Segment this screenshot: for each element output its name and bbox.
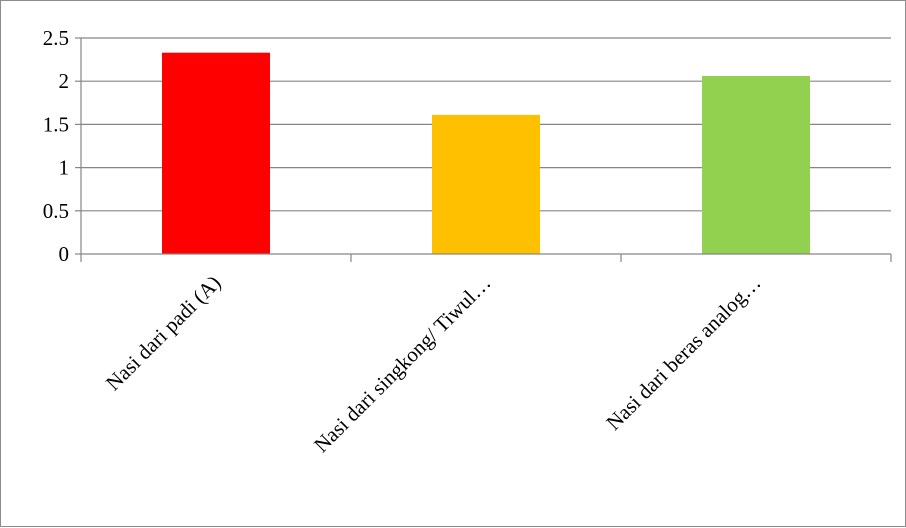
y-tick-labels: 0 0.5 1 1.5 2 2.5 <box>43 26 69 266</box>
category-label: Nasi dari singkong/ Tiwul… <box>309 271 496 458</box>
bar-2 <box>432 114 540 254</box>
bar-3 <box>702 76 810 255</box>
y-tick-label: 2 <box>59 69 70 93</box>
category-labels: Nasi dari padi (A) Nasi dari singkong/ Ti… <box>101 271 766 458</box>
category-label: Nasi dari padi (A) <box>101 271 226 396</box>
y-tick-label: 0 <box>59 242 70 266</box>
y-tick-label: 1.5 <box>43 112 69 136</box>
bar-1 <box>162 52 270 254</box>
category-label: Nasi dari beras analog… <box>601 271 765 435</box>
y-tick-label: 0.5 <box>43 199 69 223</box>
axes <box>75 37 892 262</box>
y-tick-label: 2.5 <box>43 26 69 50</box>
bars <box>162 52 810 255</box>
y-tick-label: 1 <box>59 156 70 180</box>
